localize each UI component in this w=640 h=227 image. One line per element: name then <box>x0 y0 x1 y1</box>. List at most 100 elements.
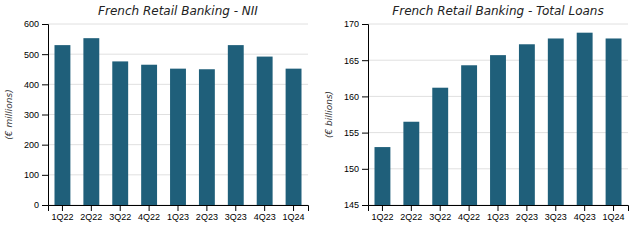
x-tick-label: 1Q24 <box>603 212 625 222</box>
y-tick-mark <box>362 133 368 134</box>
y-tick-label: 300 <box>24 110 39 120</box>
x-tick-label: 3Q22 <box>429 212 451 222</box>
bar <box>170 69 186 205</box>
y-tick-mark <box>362 60 368 61</box>
y-tick-label: 200 <box>24 140 39 150</box>
x-tick-label: 2Q22 <box>400 212 422 222</box>
bar <box>83 38 99 205</box>
grid <box>48 24 308 205</box>
y-tick-mark <box>362 205 368 206</box>
x-tick-label: 1Q24 <box>283 212 305 222</box>
x-tick-mark <box>91 205 92 211</box>
x-tick-mark <box>411 205 412 211</box>
x-tick-mark <box>469 205 470 211</box>
x-tick: 3Q23 <box>225 205 247 222</box>
y-tick: 170 <box>344 19 368 29</box>
x-tick-label: 2Q23 <box>196 212 218 222</box>
y-tick: 160 <box>344 92 368 102</box>
bar <box>461 65 477 205</box>
bar <box>577 33 593 205</box>
x-axis: 1Q22 2Q22 3Q22 4Q22 1Q23 2Q23 3Q23 4Q23 1Q24 <box>49 205 309 222</box>
x-tick-label: 4Q22 <box>458 212 480 222</box>
x-tick-label: 4Q23 <box>574 212 596 222</box>
y-tick-label: 165 <box>344 56 359 66</box>
y-tick: 600 <box>24 19 48 29</box>
x-tick-mark <box>178 205 179 211</box>
x-tick-mark <box>555 205 556 211</box>
y-tick-mark <box>42 84 48 85</box>
x-tick-label: 2Q23 <box>516 212 538 222</box>
bar <box>606 38 622 205</box>
y-tick-mark <box>42 54 48 55</box>
y-tick-label: 160 <box>344 92 359 102</box>
bar <box>257 57 273 205</box>
y-tick-mark <box>42 115 48 116</box>
x-tick: 2Q22 <box>400 205 422 222</box>
y-axis-title: (€ millions) <box>4 89 14 139</box>
x-tick: 4Q22 <box>138 205 160 222</box>
y-tick-mark <box>362 96 368 97</box>
y-tick: 500 <box>24 50 48 60</box>
grid-line <box>48 24 308 25</box>
chart-canvas: 01002003004005006001Q222Q223Q224Q221Q232… <box>0 0 640 227</box>
x-tick-label: 1Q22 <box>51 212 73 222</box>
y-tick-mark <box>42 205 48 206</box>
x-tick: 4Q23 <box>574 205 596 222</box>
x-tick: 4Q22 <box>458 205 480 222</box>
x-tick: 3Q23 <box>545 205 567 222</box>
x-tick-mark <box>206 205 207 211</box>
y-tick-mark <box>362 169 368 170</box>
bars <box>375 33 622 205</box>
y-tick-label: 500 <box>24 50 39 60</box>
bar <box>286 69 302 205</box>
title: French Retail Banking - Total Loans <box>392 4 603 18</box>
y-tick: 200 <box>24 140 48 150</box>
x-tick: 3Q22 <box>109 205 131 222</box>
x-axis: 1Q22 2Q22 3Q22 4Q22 1Q23 2Q23 3Q23 4Q23 1Q24 <box>369 205 629 222</box>
x-tick-mark <box>149 205 150 211</box>
panel: 145 150 155 160 165 170 1Q22 2Q22 3Q22 4Q22 1Q23 2Q… <box>324 4 629 227</box>
x-tick-label: 1Q22 <box>371 212 393 222</box>
bar <box>403 122 419 205</box>
x-tick-mark <box>526 205 527 211</box>
y-tick-label: 155 <box>344 128 359 138</box>
y-axis-line <box>362 25 369 206</box>
panel: 01002003004005006001Q222Q223Q224Q221Q232… <box>4 4 309 222</box>
y-tick: 145 <box>344 200 368 210</box>
x-tick-label: 3Q23 <box>225 212 247 222</box>
x-tick-mark <box>120 205 121 211</box>
bar <box>375 147 391 205</box>
y-tick: 100 <box>24 170 48 180</box>
x-tick-label: 3Q22 <box>109 212 131 222</box>
bars <box>55 38 302 205</box>
y-tick: 165 <box>344 56 368 66</box>
x-tick: 1Q24 <box>603 205 625 222</box>
x-tick-mark <box>498 205 499 211</box>
y-tick: 0 <box>34 200 48 210</box>
x-tick: 2Q22 <box>80 205 102 222</box>
y-axis: 0100200300400500600 <box>24 19 49 210</box>
x-tick-mark <box>613 205 614 211</box>
y-tick-label: 100 <box>24 170 39 180</box>
x-tick-mark <box>293 205 294 211</box>
x-tick: 1Q22 <box>371 205 393 222</box>
x-tick-label: 3Q23 <box>545 212 567 222</box>
y-tick-mark <box>362 24 368 25</box>
y-tick-mark <box>42 145 48 146</box>
x-tick-label: 4Q23 <box>254 212 276 222</box>
bar <box>432 88 448 205</box>
x-tick-mark <box>440 205 441 211</box>
bar <box>548 38 564 205</box>
y-axis-line <box>42 25 49 206</box>
y-tick-label: 0 <box>34 200 39 210</box>
y-axis: 145 150 155 160 165 170 <box>344 19 369 210</box>
x-tick: 1Q23 <box>167 205 189 222</box>
x-axis-line <box>369 206 629 212</box>
y-tick: 155 <box>344 128 368 138</box>
x-tick: 2Q23 <box>516 205 538 222</box>
y-tick: 150 <box>344 164 368 174</box>
x-tick-mark <box>264 205 265 211</box>
x-tick: 1Q24 <box>283 205 305 222</box>
x-tick: 1Q23 <box>487 205 509 222</box>
title: French Retail Banking - NII <box>98 4 258 18</box>
